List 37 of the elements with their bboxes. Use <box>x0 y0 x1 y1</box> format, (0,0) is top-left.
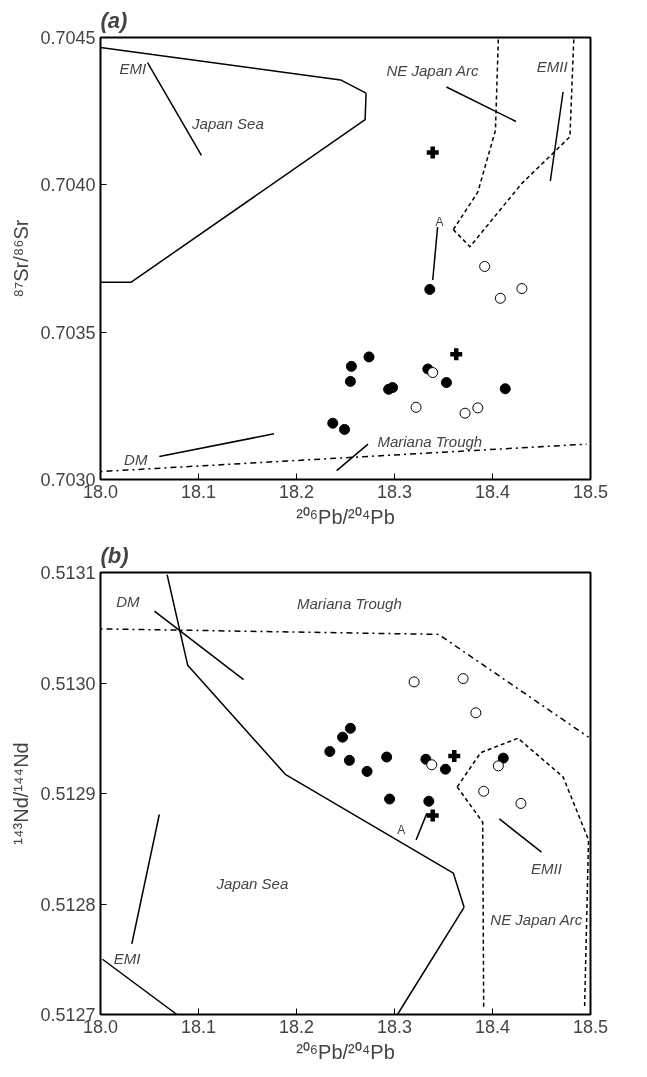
x-tick-label: 18.4 <box>474 481 511 502</box>
x-axis-title: ²⁰⁶Pb/²⁰⁴Pb <box>296 505 395 528</box>
x-tick-label: 18.2 <box>278 1016 315 1037</box>
x-tick-label: 18.1 <box>180 481 217 502</box>
annotation: DM <box>124 451 148 469</box>
x-tick-label: 18.3 <box>376 1016 413 1037</box>
x-tick-label: 18.4 <box>474 1016 511 1037</box>
annotation: EMII <box>530 860 562 878</box>
annotation: Mariana Trough <box>377 433 483 451</box>
y-tick-label: 0.5129 <box>40 784 96 804</box>
x-tick-label: 18.3 <box>376 481 413 502</box>
y-tick-label: 0.5131 <box>40 563 96 583</box>
y-tick-label: 0.7045 <box>40 28 96 48</box>
chart-title: (a) <box>100 7 128 33</box>
x-axis-title: ²⁰⁶Pb/²⁰⁴Pb <box>296 1040 395 1063</box>
annotation: EMI <box>113 949 141 967</box>
annotation: NE Japan Arc <box>386 62 479 80</box>
annotation: Japan Sea <box>191 115 264 133</box>
y-tick-label: 0.5128 <box>40 894 96 915</box>
x-tick-label: 18.2 <box>278 481 315 502</box>
x-tick-label: 18.5 <box>572 1016 609 1037</box>
chart-title: (b) <box>100 542 129 568</box>
annotation: EMII <box>536 57 568 75</box>
annotation: Mariana Trough <box>297 594 402 612</box>
y-tick-label: 0.7035 <box>40 322 96 343</box>
annotation: Japan Sea <box>215 874 289 892</box>
annotation: A <box>435 215 444 230</box>
x-tick-label: 18.5 <box>572 481 609 502</box>
annotation: EMI <box>119 59 147 77</box>
annotation: NE Japan Arc <box>490 910 583 928</box>
y-axis-title: ¹⁴³Nd/¹⁴⁴Nd <box>10 742 33 845</box>
annotation: A <box>397 822 406 837</box>
annotation: DM <box>116 592 141 610</box>
y-tick-label: 0.5130 <box>40 673 96 694</box>
y-axis-title: ⁸⁷Sr/⁸⁶Sr <box>10 219 33 298</box>
x-tick-label: 18.1 <box>180 1016 217 1037</box>
y-tick-label: 0.7040 <box>40 175 96 196</box>
